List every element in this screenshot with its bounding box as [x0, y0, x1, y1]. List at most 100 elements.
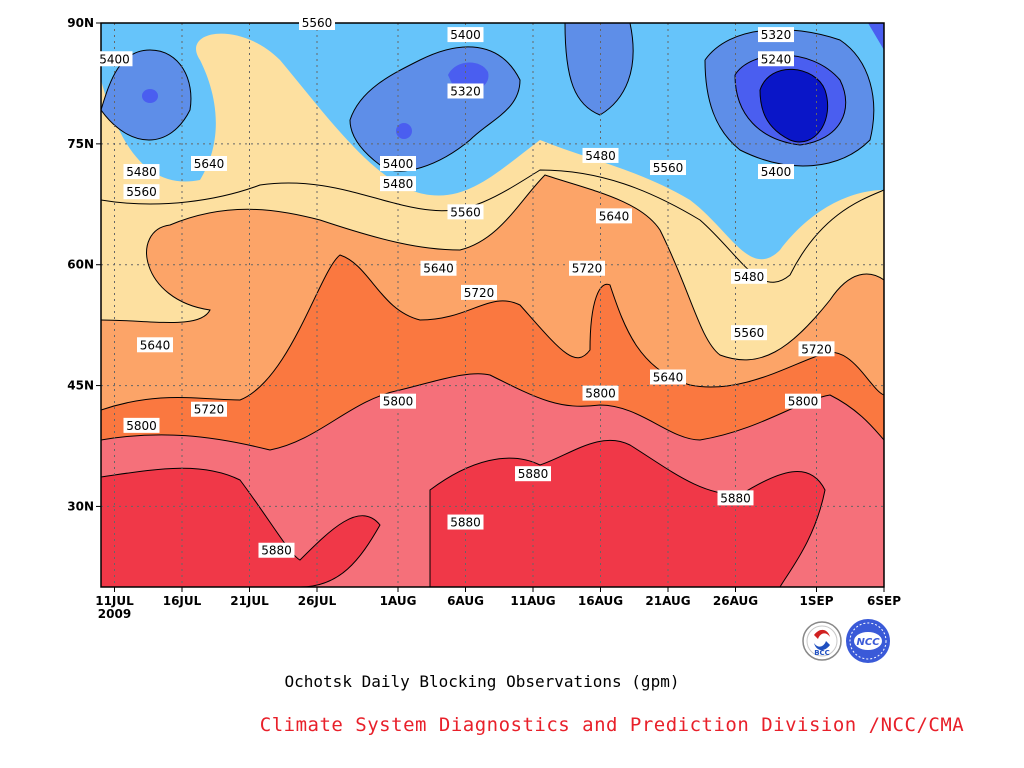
contour-label-box — [447, 514, 484, 530]
contour-label-text: 5640 — [194, 157, 225, 171]
contour-label-box — [650, 369, 686, 385]
contour-label: 5480 — [380, 176, 416, 192]
contour-label-box — [447, 27, 484, 43]
contour-label-text: 5320 — [450, 84, 481, 98]
contour-label-box — [137, 337, 173, 353]
grid-lines — [101, 23, 884, 587]
band-low-center — [565, 23, 634, 115]
contour-label-box — [758, 27, 794, 43]
contour-label-text: 5880 — [261, 544, 292, 558]
ncc-logo: NCC — [846, 619, 890, 663]
contour-label-box — [650, 160, 686, 176]
contour-label-box — [582, 385, 619, 401]
contour-label-text: 5720 — [801, 342, 832, 356]
contour-label-box — [447, 83, 484, 99]
x-tick-label: 1AUG — [380, 594, 417, 608]
contour-label: 5640 — [650, 369, 686, 385]
contour-label: 5320 — [447, 83, 484, 99]
contour-label: 5560 — [650, 160, 686, 176]
contour-label: 5560 — [447, 204, 484, 220]
contour-label-text: 5560 — [450, 205, 481, 219]
contour-label: 5720 — [798, 341, 835, 357]
contour-label-box — [731, 325, 767, 341]
y-tick-label: 30N — [67, 499, 94, 513]
contour-label-box — [515, 466, 551, 482]
contour-label: 5400 — [96, 51, 133, 67]
contour-label: 5400 — [380, 156, 416, 171]
y-tick-label: 45N — [67, 379, 94, 393]
x-tick-label: 21AUG — [645, 594, 690, 608]
contour-label: 5640 — [191, 156, 227, 171]
contour-label-text: 5400 — [99, 52, 130, 66]
contour-label: 5240 — [758, 51, 794, 67]
contour-label: 5880 — [447, 514, 484, 530]
contour-label-text: 5320 — [761, 28, 792, 42]
contour-label-box — [380, 176, 416, 192]
contour-label: 5560 — [299, 15, 335, 30]
contour-label-box — [582, 147, 619, 163]
contour-label-text: 5720 — [194, 403, 225, 417]
band-high-southwest — [101, 468, 380, 587]
contour-label-box — [461, 284, 497, 300]
contour-label: 5880 — [717, 490, 754, 506]
contour-label: 5880 — [258, 542, 295, 558]
x-tick-label: 1SEP — [800, 594, 834, 608]
contour-label: 5800 — [785, 393, 821, 409]
x-tick-label: 16AUG — [578, 594, 623, 608]
bcc-logo: BCC — [802, 621, 842, 661]
contour-label-text: 5800 — [585, 387, 616, 401]
contour-label-box — [447, 204, 484, 220]
contour-label-box — [758, 164, 794, 180]
contour-label-text: 5480 — [585, 149, 616, 163]
contour-labels: 5400 5480 5560 5640 5640 5720 5800 5880 5560 5400… — [96, 15, 835, 558]
contour-label-text: 5720 — [464, 286, 495, 300]
contour-label-text: 5640 — [140, 338, 171, 352]
contour-label: 5560 — [123, 184, 160, 200]
contour-label-box — [123, 164, 160, 180]
x-tick-label: 6SEP — [867, 594, 901, 608]
contour-label-text: 5480 — [734, 270, 765, 284]
contour-label-text: 5800 — [126, 419, 157, 433]
x-tick-label: 21JUL — [230, 594, 269, 608]
contour-label-text: 5640 — [599, 209, 630, 223]
x-tick-label: 6AUG — [447, 594, 484, 608]
band-lowest-corner — [868, 23, 884, 50]
contour-label: 5720 — [191, 401, 227, 417]
contour-label-box — [258, 542, 295, 558]
contour-label-text: 5880 — [720, 491, 751, 505]
contour-label: 5880 — [515, 466, 551, 482]
y-tick-label: 90N — [67, 16, 94, 30]
x-tick-label: 26JUL — [298, 594, 337, 608]
contour-label: 5320 — [758, 27, 794, 43]
contour-label: 5800 — [582, 385, 619, 401]
contour-label-text: 5720 — [572, 262, 603, 276]
contour-label: 5640 — [420, 260, 457, 276]
y-tick-label: 75N — [67, 137, 94, 151]
ncc-logo-text: NCC — [856, 637, 880, 648]
band-small-3 — [396, 123, 412, 139]
contour-label: 5800 — [123, 417, 160, 433]
contour-label-box — [123, 417, 160, 433]
contour-label-text: 5880 — [518, 467, 549, 481]
contour-label-box — [717, 490, 754, 506]
band-lowest-northeast — [760, 69, 828, 142]
contour-label-box — [569, 260, 605, 276]
contour-label: 5720 — [569, 260, 605, 276]
contour-label: 5400 — [758, 164, 794, 180]
contour-label-box — [299, 15, 335, 30]
contour-fill — [101, 23, 884, 587]
contour-label-box — [96, 51, 133, 67]
contour-label-text: 5240 — [761, 52, 792, 66]
contour-label: 5480 — [731, 268, 767, 284]
contour-label-box — [731, 268, 767, 284]
contour-label-text: 5560 — [126, 185, 157, 199]
contour-label: 5640 — [596, 208, 632, 224]
contour-label-box — [758, 51, 794, 67]
chart-title: Ochotsk Daily Blocking Observations (gpm… — [284, 672, 680, 691]
contour-label-text: 5560 — [302, 16, 333, 30]
contour-label-text: 5560 — [734, 326, 765, 340]
x-tick-label: 11JUL — [95, 594, 134, 608]
contour-label: 5720 — [461, 284, 497, 300]
